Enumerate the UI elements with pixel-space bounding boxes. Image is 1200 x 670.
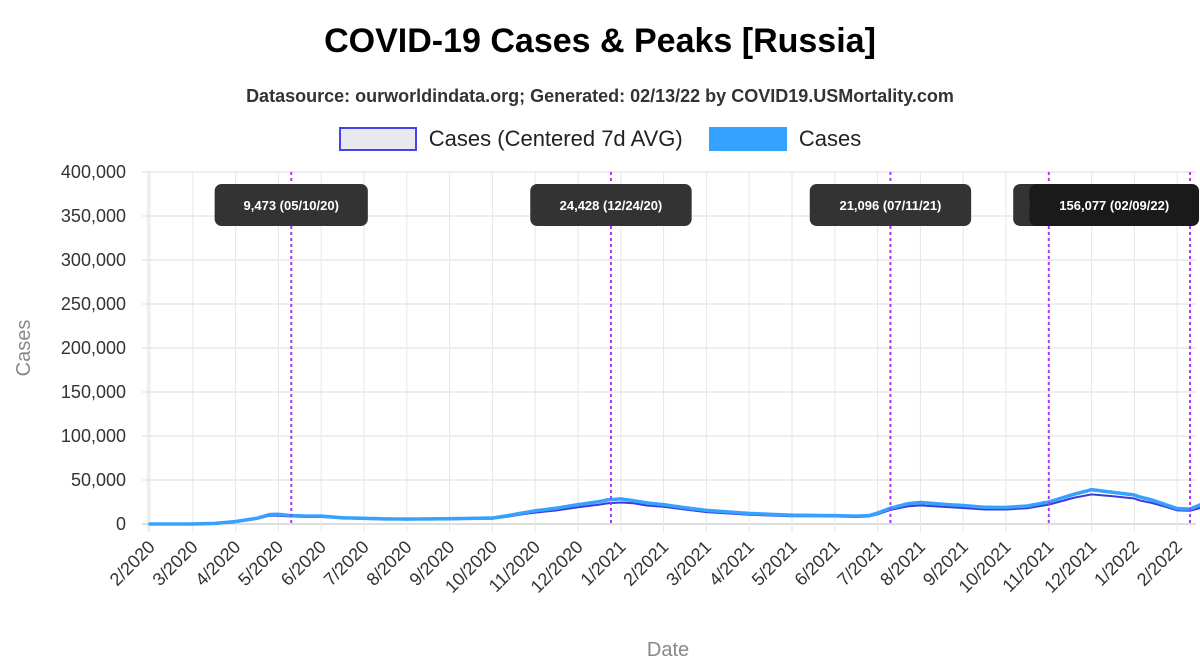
y-tick-label: 50,000 bbox=[71, 470, 126, 490]
x-tick-label: 7/2020 bbox=[320, 537, 373, 590]
x-tick-label: 4/2020 bbox=[191, 537, 244, 590]
peak-label-box bbox=[809, 184, 972, 226]
peak-label-box bbox=[1029, 184, 1200, 226]
x-axis-ticks: 2/20203/20204/20205/20206/20207/20208/20… bbox=[106, 537, 1186, 597]
x-tick-label: 4/2021 bbox=[705, 537, 758, 590]
y-tick-label: 250,000 bbox=[61, 294, 126, 314]
y-tick-label: 400,000 bbox=[61, 162, 126, 182]
x-tick-label: 2/2022 bbox=[1133, 537, 1186, 590]
x-tick-label: 8/2021 bbox=[876, 537, 929, 590]
legend-swatch-cases bbox=[708, 127, 787, 151]
x-tick-label: 1/2021 bbox=[577, 537, 630, 590]
peak-label-box bbox=[214, 184, 368, 226]
y-tick-label: 150,000 bbox=[61, 382, 126, 402]
x-tick-label: 1/2022 bbox=[1090, 537, 1143, 590]
y-tick-label: 300,000 bbox=[61, 250, 126, 270]
peak-label: 21,096 (07/11/21) bbox=[839, 198, 941, 213]
peak-label: 156,077 (02/09/22) bbox=[1059, 198, 1169, 213]
y-axis-title: Cases bbox=[13, 320, 35, 377]
x-tick-label: 5/2020 bbox=[234, 537, 287, 590]
legend-label-avg: Cases (Centered 7d AVG) bbox=[428, 126, 683, 151]
peak-markers: 9,473 (05/10/20) 24,428 (12/24/20) 21,096 … bbox=[214, 172, 1200, 524]
x-axis-title: Date bbox=[647, 639, 689, 661]
legend-label-cases: Cases bbox=[798, 126, 862, 151]
y-tick-label: 350,000 bbox=[61, 206, 126, 226]
chart-subtitle: Datasource: ourworldindata.org; Generate… bbox=[246, 86, 954, 106]
x-tick-label: 3/2021 bbox=[662, 537, 715, 590]
gridlines bbox=[142, 171, 1196, 532]
legend-swatch-avg bbox=[338, 127, 417, 151]
x-tick-label: 8/2020 bbox=[363, 537, 416, 590]
chart-legend: Cases (Centered 7d AVG) Cases bbox=[0, 126, 1200, 157]
avg-line bbox=[150, 493, 1191, 525]
peak-label-box bbox=[530, 184, 692, 226]
y-tick-label: 0 bbox=[116, 514, 126, 534]
x-tick-label: 6/2020 bbox=[277, 537, 330, 590]
y-tick-label: 200,000 bbox=[61, 338, 126, 358]
avg-line bbox=[1189, 507, 1200, 512]
peak-label: 24,428 (12/24/20) bbox=[560, 198, 663, 213]
x-tick-label: 6/2021 bbox=[791, 537, 844, 590]
legend-item-cases[interactable]: Cases bbox=[708, 126, 862, 152]
chart-title: COVID-19 Cases & Peaks [Russia] bbox=[324, 22, 876, 60]
x-tick-label: 7/2021 bbox=[833, 537, 886, 590]
cases-point bbox=[1197, 503, 1200, 507]
x-tick-label: 5/2021 bbox=[748, 537, 801, 590]
x-tick-label: 2/2020 bbox=[106, 537, 159, 590]
peak-label: 9,473 (05/10/20) bbox=[244, 198, 339, 213]
x-tick-label: 3/2020 bbox=[149, 537, 202, 590]
x-tick-label: 2/2021 bbox=[619, 537, 672, 590]
y-axis-ticks: 0 50,000 100,000 150,000 200,000 250,000 300,0… bbox=[61, 162, 126, 534]
legend-item-avg[interactable]: Cases (Centered 7d AVG) bbox=[338, 126, 683, 152]
y-tick-label: 100,000 bbox=[61, 426, 126, 446]
series-layer bbox=[148, 487, 1200, 526]
